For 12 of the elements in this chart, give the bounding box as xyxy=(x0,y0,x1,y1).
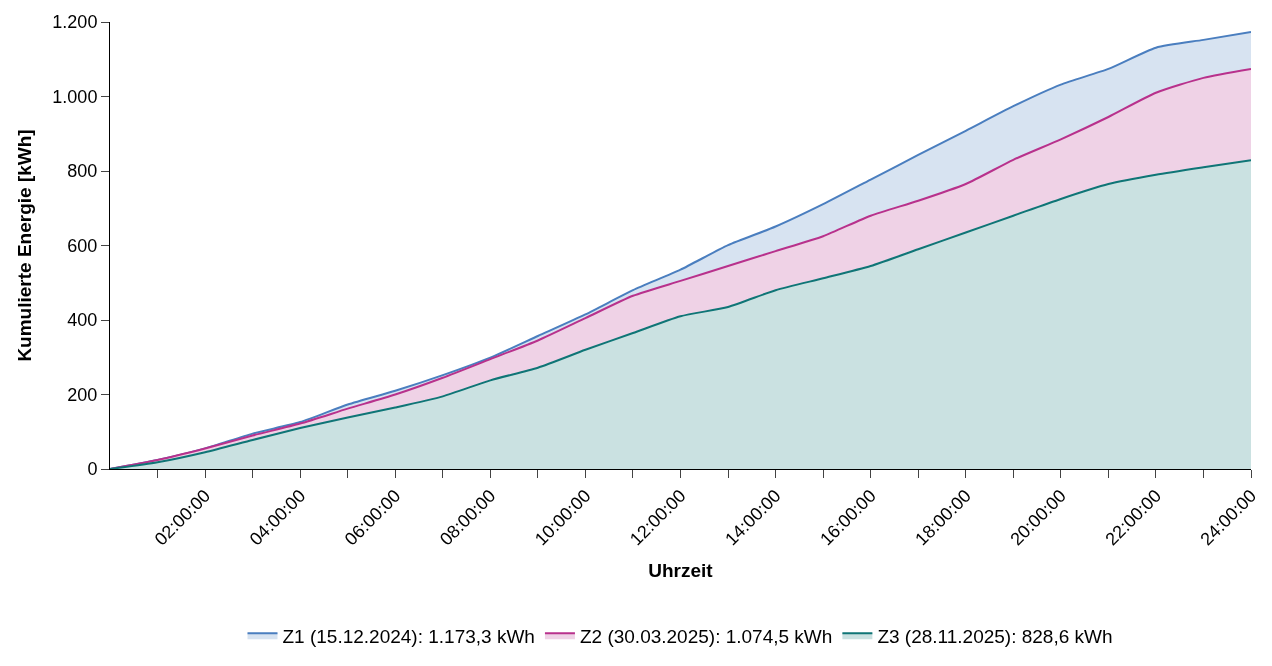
legend-label: Z1 (15.12.2024): 1.173,3 kWh xyxy=(282,625,535,647)
y-tick-label: 600 xyxy=(67,235,98,256)
y-tick-label: 200 xyxy=(67,384,98,405)
y-tick-label: 0 xyxy=(87,459,98,480)
y-tick-label: 400 xyxy=(67,310,98,331)
x-axis-title: Uhrzeit xyxy=(648,560,714,582)
y-axis-title: Kumulierte Energie [kWh] xyxy=(14,129,36,362)
legend-label: Z3 (28.11.2025): 828,6 kWh xyxy=(877,625,1113,647)
legend-label: Z2 (30.03.2025): 1.074,5 kWh xyxy=(579,625,833,647)
y-tick-label: 1.000 xyxy=(52,86,98,107)
y-tick-label: 1.200 xyxy=(52,12,98,33)
y-tick-label: 800 xyxy=(67,161,98,182)
